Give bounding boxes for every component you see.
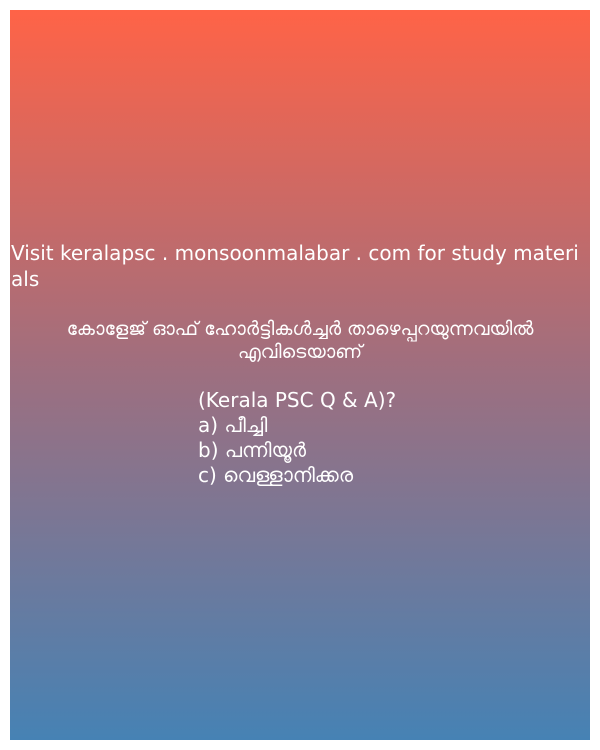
option-letter: b) [198, 438, 219, 462]
answer-block: (Kerala PSC Q & A)? a) പീച്ചി b) പന്നിയൂ… [198, 388, 578, 488]
option-c: c) വെള്ളാനിക്കര [198, 463, 578, 488]
option-a: a) പീച്ചി [198, 413, 578, 438]
option-letter: a) [198, 413, 219, 437]
question-card: Visit keralapsc . monsoonmalabar . com f… [10, 10, 590, 740]
source-tag: (Kerala PSC Q & A)? [198, 388, 397, 412]
question-line-1: കോളേജ് ഓഫ് ഹോർട്ടികൾച്ചർ താഴെപ്പറയുന്നവയ… [66, 318, 534, 340]
option-text: വെള്ളാനിക്കര [223, 463, 354, 487]
option-text: പീച്ചി [224, 413, 268, 437]
question-line-2: എവിടെയാണ് [237, 341, 363, 363]
option-letter: c) [198, 463, 217, 487]
option-text: പന്നിയൂർ [224, 438, 306, 462]
watermark-text: Visit keralapsc . monsoonmalabar . com f… [11, 241, 579, 291]
option-b: b) പന്നിയൂർ [198, 438, 578, 463]
question-text: കോളേജ് ഓഫ് ഹോർട്ടികൾച്ചർ താഴെപ്പറയുന്നവയ… [10, 318, 590, 364]
